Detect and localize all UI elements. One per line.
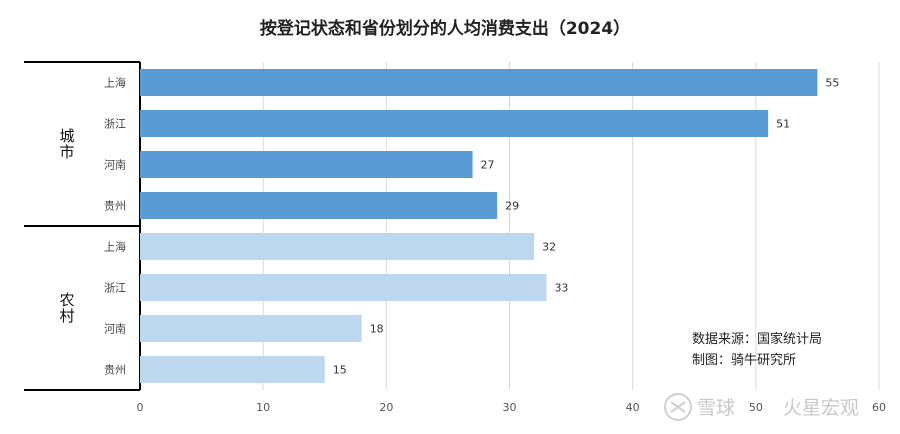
category-label: 上海 [104, 240, 126, 254]
x-tick-label: 50 [749, 401, 763, 414]
x-tick-label: 10 [256, 401, 270, 414]
category-label: 贵州 [104, 364, 126, 377]
bar [140, 274, 547, 301]
watermark-logo-mark-icon [670, 401, 686, 413]
data-label: 27 [481, 159, 495, 172]
x-tick-label: 60 [872, 401, 886, 414]
source-note: 数据来源：国家统计局 [692, 331, 822, 347]
category-label: 贵州 [104, 200, 126, 213]
author-note: 制图：骑牛研究所 [692, 353, 796, 368]
data-label: 18 [370, 323, 384, 336]
category-label: 上海 [104, 76, 126, 90]
data-label: 15 [333, 364, 347, 377]
bars [140, 69, 818, 383]
x-tick-label: 30 [503, 401, 517, 414]
data-label: 33 [554, 282, 568, 295]
category-label: 河南 [104, 323, 126, 336]
watermark: 雪球 火星宏观 [664, 393, 859, 421]
x-tick-label: 20 [379, 401, 393, 414]
group-label: 城市 [59, 127, 74, 161]
data-label: 29 [505, 200, 519, 213]
data-label: 32 [542, 241, 556, 254]
bar [140, 110, 769, 137]
bar [140, 151, 473, 178]
bar [140, 356, 325, 383]
data-label: 55 [825, 77, 839, 90]
category-label: 浙江 [104, 282, 126, 295]
category-label: 河南 [104, 159, 126, 172]
bar [140, 69, 818, 96]
group-label: 农村 [59, 291, 74, 325]
bar [140, 192, 498, 219]
bar [140, 233, 535, 260]
x-tick-label: 40 [626, 401, 640, 414]
category-label: 浙江 [104, 118, 126, 131]
chart-title: 按登记状态和省份划分的人均消费支出（2024） [260, 18, 630, 39]
group-frame [24, 61, 141, 391]
x-tick-label: 0 [137, 401, 144, 414]
bar [140, 315, 362, 342]
x-axis-ticks: 0 10 20 30 40 50 60 [137, 401, 887, 414]
watermark-logo-icon [664, 393, 692, 421]
watermark-brand: 雪球 [697, 397, 735, 419]
data-label: 51 [776, 118, 790, 131]
watermark-account: 火星宏观 [783, 397, 859, 419]
